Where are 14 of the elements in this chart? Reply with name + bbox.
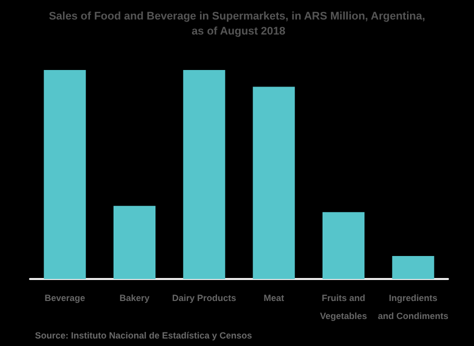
- bar: [392, 256, 434, 279]
- chart-title: Sales of Food and Beverage in Supermarkets, in ARS Million, Argentina, as of August 2018: [48, 10, 426, 38]
- x-tick-label: Beverage: [44, 293, 86, 303]
- bar: [183, 70, 226, 279]
- x-tick-label: Meat: [264, 293, 284, 303]
- source-note: Source: Instituto Nacional de Estadística y Censos: [35, 330, 252, 340]
- x-tick-label: Ingredients and Condiments: [378, 293, 448, 321]
- bar: [252, 86, 295, 279]
- x-tick-label: Fruits and Vegetables: [320, 293, 368, 321]
- x-tick-label: Dairy Products: [172, 293, 236, 303]
- bar: [322, 212, 364, 279]
- bar: [114, 206, 156, 279]
- x-tick-label: Bakery: [119, 293, 150, 303]
- bar: [44, 70, 86, 279]
